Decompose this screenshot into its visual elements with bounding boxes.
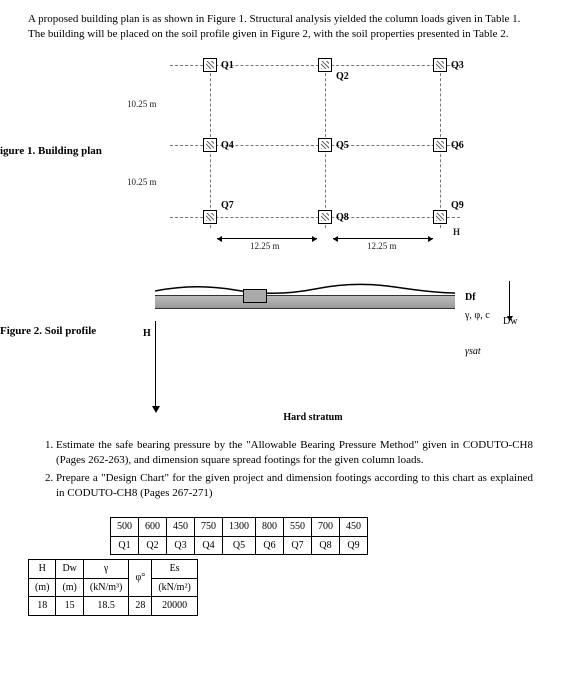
task-2: Prepare a "Design Chart" for the given p… xyxy=(56,471,533,501)
figure1-caption: igure 1. Building plan xyxy=(0,144,102,159)
dw-arrow xyxy=(509,281,510,321)
t1-v9: 450 xyxy=(340,518,368,537)
t1-l2: Q2 xyxy=(139,536,167,555)
row-dim-1: 10.25 m xyxy=(127,98,157,110)
soil-profile-diagram: Df γ, φ, c Dw γsat H Hard stratum xyxy=(155,271,515,421)
task-list: Estimate the safe bearing pressure by th… xyxy=(0,436,561,511)
props-label: γ, φ, c xyxy=(465,309,490,323)
t1-v4: 750 xyxy=(195,518,223,537)
t1-l4: Q4 xyxy=(195,536,223,555)
task-1: Estimate the safe bearing pressure by th… xyxy=(56,438,533,468)
t2-s5: (kN/m²) xyxy=(152,578,197,597)
h-axis-label: H xyxy=(143,327,151,341)
t2-v1: 18 xyxy=(29,597,56,616)
label-q1: Q1 xyxy=(221,59,234,73)
t2-v5: 20000 xyxy=(152,597,197,616)
column-q4 xyxy=(203,58,217,72)
column-loads-table: 500 600 450 750 1300 800 550 700 450 Q1 … xyxy=(110,517,368,555)
col-dim-1: 12.25 m xyxy=(250,240,280,252)
label-q3: Q3 xyxy=(451,59,464,73)
t2-s2: (m) xyxy=(56,578,83,597)
t1-l5: Q5 xyxy=(223,536,256,555)
col-dim-2: 12.25 m xyxy=(367,240,397,252)
t1-v3: 450 xyxy=(167,518,195,537)
intro-text: A proposed building plan is as shown in … xyxy=(0,0,561,46)
column-q3 xyxy=(433,58,447,72)
column-q4b xyxy=(203,138,217,152)
column-q5 xyxy=(318,138,332,152)
figures-area: igure 1. Building plan Q1 Q2 Q3 Q4 Q5 Q6… xyxy=(0,46,561,436)
column-q6 xyxy=(433,138,447,152)
t1-l8: Q8 xyxy=(312,536,340,555)
t2-h2: Dw xyxy=(56,560,83,579)
t1-l9: Q9 xyxy=(340,536,368,555)
depth-axis xyxy=(155,321,156,411)
t1-l7: Q7 xyxy=(284,536,312,555)
label-q4: Q4 xyxy=(221,139,234,153)
t2-h4: φ° xyxy=(129,560,152,597)
label-q5: Q5 xyxy=(336,139,349,153)
row-dim-2: 10.25 m xyxy=(127,176,157,188)
t2-s3: (kN/m³) xyxy=(83,578,128,597)
soil-properties-table: H Dw γ φ° Es (m) (m) (kN/m³) (kN/m²) 18 … xyxy=(28,559,198,616)
t1-l1: Q1 xyxy=(111,536,139,555)
ground-surface xyxy=(155,281,455,295)
t2-h1: H xyxy=(29,560,56,579)
column-q9 xyxy=(433,210,447,224)
df-label: Df xyxy=(465,291,476,305)
t1-v5: 1300 xyxy=(223,518,256,537)
t1-v2: 600 xyxy=(139,518,167,537)
column-q7 xyxy=(203,210,217,224)
t1-v8: 700 xyxy=(312,518,340,537)
ysat-label: γsat xyxy=(465,345,481,359)
t2-v4: 28 xyxy=(129,597,152,616)
t1-l6: Q6 xyxy=(256,536,284,555)
t1-v1: 500 xyxy=(111,518,139,537)
figure2-caption: Figure 2. Soil profile xyxy=(0,324,96,339)
t2-v3: 18.5 xyxy=(83,597,128,616)
t1-v7: 550 xyxy=(284,518,312,537)
label-q6: Q6 xyxy=(451,139,464,153)
t2-h3: γ xyxy=(83,560,128,579)
h-label: H xyxy=(453,226,460,238)
column-q2 xyxy=(318,58,332,72)
column-q8 xyxy=(318,210,332,224)
soil-layer xyxy=(155,295,455,309)
label-q2: Q2 xyxy=(336,70,349,84)
t2-s1: (m) xyxy=(29,578,56,597)
label-q8: Q8 xyxy=(336,211,349,225)
t2-h5: Es xyxy=(152,560,197,579)
label-q7: Q7 xyxy=(221,199,234,213)
t1-l3: Q3 xyxy=(167,536,195,555)
building-plan-diagram: Q1 Q2 Q3 Q4 Q5 Q6 Q7 Q8 Q9 10.25 m 10.25… xyxy=(155,58,485,248)
label-q9: Q9 xyxy=(451,199,464,213)
hard-stratum-label: Hard stratum xyxy=(273,411,353,425)
t1-v6: 800 xyxy=(256,518,284,537)
footing xyxy=(243,289,267,303)
t2-v2: 15 xyxy=(56,597,83,616)
